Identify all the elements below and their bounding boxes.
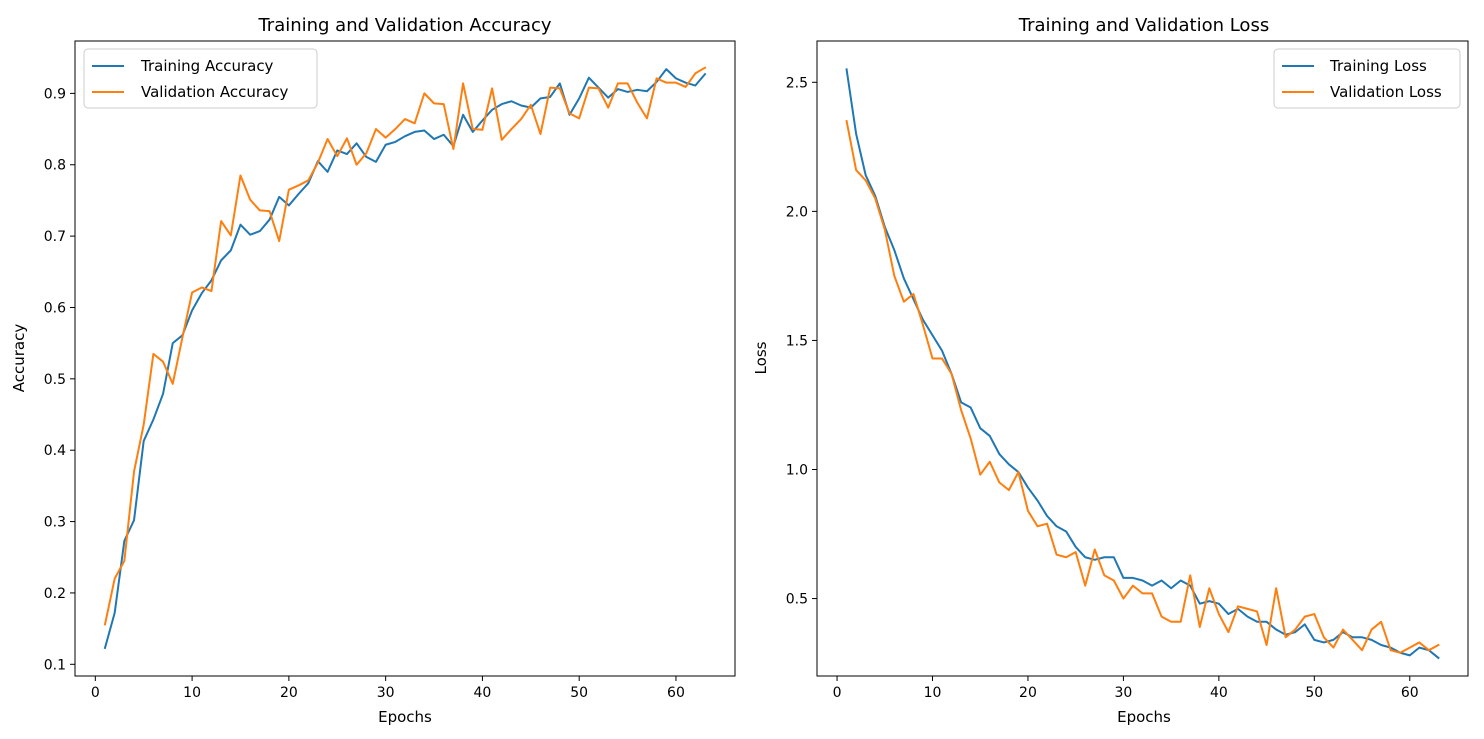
legend-label-validation-accuracy: Validation Accuracy [141,83,288,101]
accuracy-x-tick-label: 30 [377,685,395,701]
accuracy-y-tick-label: 0.2 [44,586,66,602]
loss-y-label: Loss [752,341,770,374]
series-line-training-accuracy [103,68,707,650]
accuracy-x-tick-label: 60 [667,685,685,701]
accuracy-x-label: Epochs [378,708,432,726]
accuracy-y-tick-label: 0.8 [44,158,66,174]
loss-x-tick-label: 10 [924,685,942,701]
loss-series [845,68,1440,660]
accuracy-x-tick-label: 0 [91,685,100,701]
loss-x-tick-label: 50 [1305,685,1323,701]
accuracy-x-tick-label: 10 [183,685,201,701]
loss-x-tick-label: 40 [1210,685,1228,701]
loss-chart-title: Training and Validation Loss [1018,15,1269,36]
loss-chart: Training and Validation Loss 0 10 20 30 40 50… [752,15,1469,726]
legend-label-validation-loss: Validation Loss [1330,83,1442,101]
loss-x-label: Epochs [1117,708,1171,726]
accuracy-x-axis: 0 10 20 30 40 50 60 [91,676,685,701]
accuracy-y-label: Accuracy [10,324,28,393]
series-line-validation-accuracy [103,66,707,626]
accuracy-chart: Training and Validation Accuracy 0 10 20 30… [10,15,736,726]
accuracy-legend-box [83,48,318,109]
accuracy-y-tick-label: 0.6 [44,300,66,316]
loss-y-axis: 0.5 1.0 1.5 2.0 2.5 [786,75,817,608]
accuracy-series [103,66,707,650]
loss-x-axis: 0 10 20 30 40 50 60 [833,676,1419,701]
series-line-training-loss [845,68,1440,660]
accuracy-chart-title: Training and Validation Accuracy [257,15,551,36]
loss-x-tick-label: 20 [1019,685,1037,701]
accuracy-y-axis: 0.1 0.2 0.3 0.4 0.5 0.6 0.7 0.8 0.9 [44,86,75,673]
loss-x-tick-label: 0 [833,685,842,701]
accuracy-y-tick-label: 0.3 [44,515,66,531]
loss-x-tick-label: 30 [1114,685,1132,701]
loss-legend: Training Loss Validation Loss [1273,48,1461,109]
legend-label-training-loss: Training Loss [1329,57,1427,75]
accuracy-x-tick-label: 50 [570,685,588,701]
accuracy-plot-frame [74,40,736,677]
accuracy-y-tick-label: 0.1 [44,657,66,673]
loss-legend-box [1273,48,1461,109]
accuracy-x-tick-label: 20 [280,685,298,701]
loss-y-tick-label: 0.5 [786,592,808,608]
loss-y-tick-label: 2.0 [786,204,808,220]
loss-x-tick-label: 60 [1401,685,1419,701]
accuracy-y-tick-label: 0.4 [44,443,66,459]
loss-y-tick-label: 1.5 [786,333,808,349]
accuracy-x-tick-label: 40 [474,685,492,701]
legend-label-training-accuracy: Training Accuracy [140,57,274,75]
accuracy-y-tick-label: 0.9 [44,86,66,102]
loss-y-tick-label: 1.0 [786,462,808,478]
accuracy-y-tick-label: 0.5 [44,372,66,388]
series-line-validation-loss [845,119,1440,654]
accuracy-y-tick-label: 0.7 [44,229,66,245]
loss-y-tick-label: 2.5 [786,75,808,91]
loss-plot-frame [816,40,1469,677]
accuracy-legend: Training Accuracy Validation Accuracy [83,48,318,109]
